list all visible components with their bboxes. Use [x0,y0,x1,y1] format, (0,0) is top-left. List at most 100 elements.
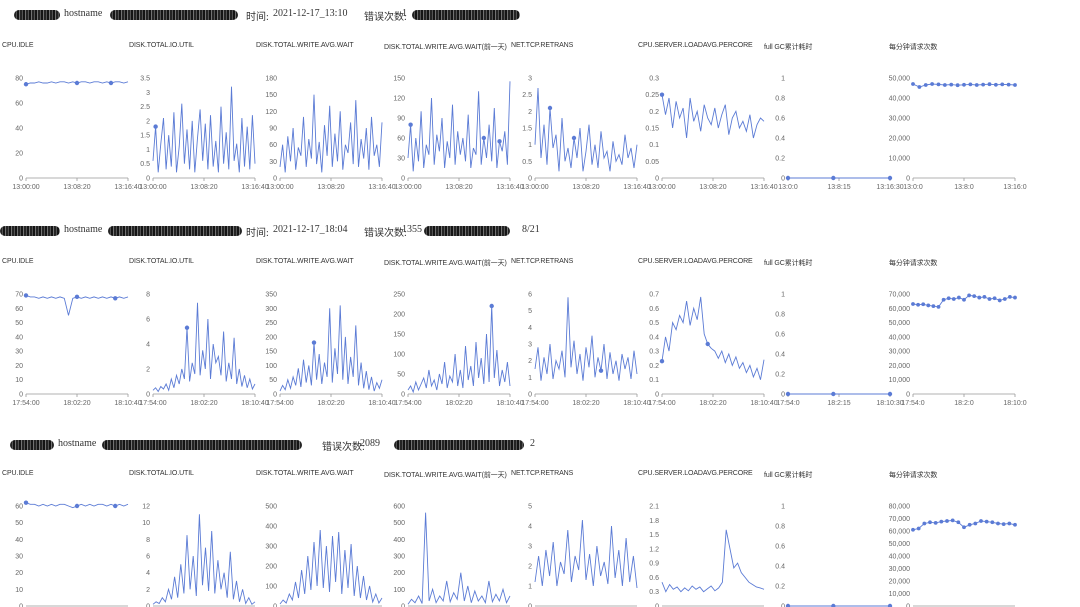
chart-title: DISK.TOTAL.IO.UTIL [129,42,194,49]
chart-disk-total-write-avg-wait: 250 200 150 100 50 017:54:00 18:02:20 18:10:40 [393,292,523,408]
chart-net-tcp-retrans: 6 5 4 3 2 1 017:54:00 18:02:20 18:10:40 [521,292,650,408]
y-tick-label: 0 [146,392,150,399]
y-tick-label: 100 [265,584,277,591]
y-tick-label: 0 [528,176,532,183]
series-line [661,529,765,593]
series-line [279,529,383,605]
series-line [407,512,511,605]
data-point [973,521,978,526]
x-tick-label: 13:00:00 [139,184,166,191]
y-tick-label: 0.4 [775,564,785,571]
x-tick-label: 18:02:20 [572,400,599,407]
data-point [936,304,941,309]
series-line [534,519,638,589]
data-point [1008,294,1012,299]
y-tick-label: 0 [146,604,150,607]
chart-title: 每分钟请求次数 [889,472,938,479]
data-point [831,175,836,181]
y-tick-label: 60 [15,306,23,313]
y-tick-label: 40,000 [889,96,911,103]
y-tick-label: 50,000 [889,76,911,83]
data-point [108,80,114,86]
y-tick-label: 30,000 [889,566,911,573]
y-tick-label: 0 [401,392,405,399]
y-tick-label: 50 [397,372,405,379]
series-line [534,87,638,172]
y-tick-label: 0 [273,392,277,399]
data-point [987,82,992,87]
data-point [939,519,944,524]
data-point [497,139,502,144]
y-tick-label: 1 [781,292,785,299]
chart-chart: 80,000 70,000 60,000 50,000 40,000 30,000 20,0… [889,504,1017,607]
x-tick-label: 13:16:40 [623,184,650,191]
error-count: 2089 [360,438,380,449]
data-point [972,294,977,299]
y-tick-label: 0 [906,392,910,399]
data-point [967,522,972,527]
y-tick-label: 20,000 [889,136,911,143]
y-tick-label: 0.6 [775,116,785,123]
data-point [967,293,971,298]
data-point [1002,297,1007,301]
data-point [951,297,956,301]
data-point [831,391,836,397]
row-header-1: hostname 时间: 2021-12-17_13:10 错误次数: 1 [0,6,1080,24]
y-tick-label: 2.1 [649,504,659,511]
chart-cpu-idle: 60 50 40 30 20 10 0 [15,500,129,607]
y-tick-label: 4 [528,524,532,531]
redaction-scribble [424,226,510,236]
data-point [982,294,987,299]
y-tick-label: 0.6 [775,544,785,551]
y-tick-label: 0.5 [140,161,150,168]
y-tick-label: 0 [655,604,659,607]
y-tick-label: 1 [781,76,785,83]
y-tick-label: 0.1 [649,377,659,384]
data-point [911,302,915,306]
chart-title: DISK.TOTAL.WRITE.AVG.WAIT(前一天) [384,260,507,267]
data-point [911,527,915,532]
data-point [990,520,995,525]
x-tick-label: 18:02:20 [63,400,90,407]
data-point [931,304,936,309]
y-tick-label: 20,000 [889,363,911,370]
series-line [152,302,256,393]
data-point [923,83,928,87]
y-tick-label: 6 [146,317,150,324]
error-label: 错误次数: [322,442,365,453]
y-tick-label: 0.5 [522,159,532,166]
x-tick-label: 18:02:20 [317,400,344,407]
y-tick-label: 10,000 [889,377,911,384]
y-tick-label: 10 [142,520,150,527]
y-tick-label: 0.2 [775,584,785,591]
y-tick-label: 20 [15,570,23,577]
chart-disk-total-write-avg-wait: 180 150 120 90 60 30 013:00:00 13:08:20 13:16:40 [265,76,395,192]
chart-title: full GC累计耗时 [764,472,813,479]
x-tick-label: 13:00:00 [266,184,293,191]
data-point [481,135,487,141]
x-tick-label: 18:02:20 [699,400,726,407]
y-tick-label: 6 [528,292,532,299]
data-point [571,135,577,141]
data-point [1000,82,1005,87]
data-point [1013,522,1017,527]
data-point [916,302,920,307]
x-tick-label: 17:54:00 [12,400,39,407]
y-tick-label: 0.6 [775,332,785,339]
x-tick-label: 13:08:20 [190,184,217,191]
error-count: 1355 [402,224,422,235]
x-tick-label: 18:10:40 [496,400,523,407]
y-tick-label: 3 [528,76,532,83]
y-tick-label: 40,000 [889,554,911,561]
y-tick-label: 2.5 [522,92,532,99]
x-tick-label: 13:08:20 [317,184,344,191]
y-tick-label: 0 [401,604,405,607]
data-point [489,303,494,309]
chart-title: CPU.SERVER.LOADAVG.PERCORE [638,470,753,477]
x-tick-label: 18:10:40 [241,400,268,407]
data-point [955,83,960,88]
y-tick-label: 40 [15,537,23,544]
chart-title: 每分钟请求次数 [889,260,938,267]
chart-title: CPU.IDLE [2,42,34,49]
